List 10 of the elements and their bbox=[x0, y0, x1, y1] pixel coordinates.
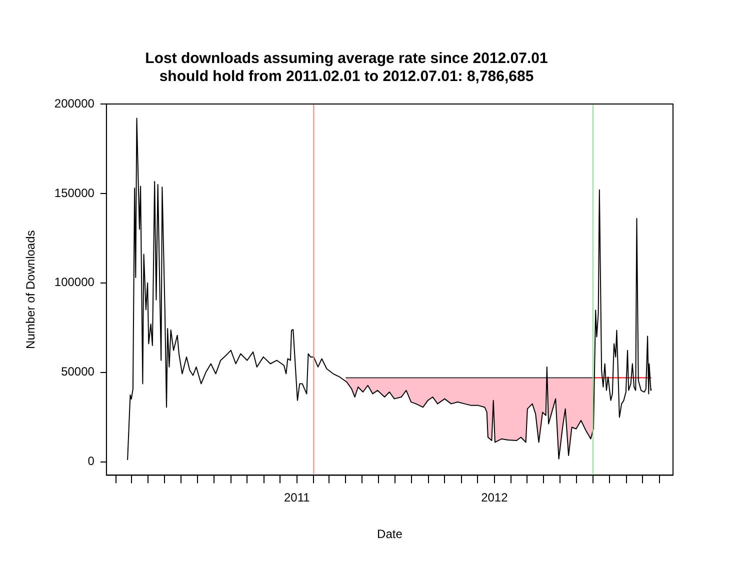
y-tick-label: 100000 bbox=[54, 275, 95, 290]
y-tick-label: 200000 bbox=[54, 96, 95, 110]
y-tick-label: 150000 bbox=[54, 186, 95, 200]
y-axis-title: Number of Downloads bbox=[24, 230, 38, 349]
y-tick-label: 50000 bbox=[61, 364, 95, 379]
y-tick-label: 0 bbox=[88, 454, 95, 468]
chart-title: Lost downloads assuming average rate since 2012.07.01 should hold from 2011.02.01 to 2012.07.01: 8,786,685 bbox=[145, 50, 548, 86]
x-tick-label: 2011 bbox=[284, 490, 310, 505]
x-tick-label: 2012 bbox=[481, 490, 508, 505]
x-axis-title: Date bbox=[377, 527, 403, 542]
